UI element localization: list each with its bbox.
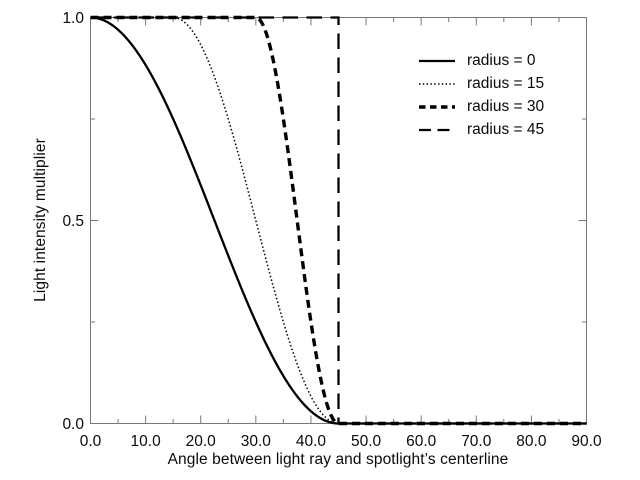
x-tick-label: 30.0 xyxy=(241,433,272,450)
x-tick-label: 70.0 xyxy=(461,433,492,450)
legend-item-radius-15: radius = 15 xyxy=(418,72,544,95)
legend-line-sample-long-dash-icon xyxy=(419,128,455,131)
y-tick-label: 1.0 xyxy=(62,10,84,27)
legend-item-radius-0: radius = 0 xyxy=(418,49,544,72)
legend-item-radius-45: radius = 45 xyxy=(418,118,544,141)
x-tick-label: 40.0 xyxy=(296,433,327,450)
legend-line-sample-solid-icon xyxy=(419,59,455,62)
x-tick-label: 60.0 xyxy=(406,433,437,450)
x-tick-label: 10.0 xyxy=(131,433,162,450)
x-tick-label: 80.0 xyxy=(516,433,547,450)
x-axis-title: Angle between light ray and spotlight’s … xyxy=(167,451,509,468)
legend-label: radius = 45 xyxy=(467,120,545,138)
x-tick-label: 0.0 xyxy=(80,433,102,450)
y-tick-label: 0.5 xyxy=(62,213,84,230)
series-line-radius45 xyxy=(90,16,587,425)
y-tick-label: 0.0 xyxy=(62,416,84,433)
legend: radius = 0 radius = 15 radius = 30 radiu… xyxy=(418,49,544,141)
legend-item-radius-30: radius = 30 xyxy=(418,95,544,118)
legend-label: radius = 0 xyxy=(467,51,536,69)
legend-label: radius = 15 xyxy=(467,74,545,92)
legend-label: radius = 30 xyxy=(467,97,545,115)
legend-line-sample-dotted-icon xyxy=(419,82,455,85)
x-tick-label: 50.0 xyxy=(351,433,382,450)
x-tick-label: 90.0 xyxy=(571,433,602,450)
x-tick-label: 20.0 xyxy=(186,433,217,450)
legend-line-sample-short-dash-icon xyxy=(419,104,455,109)
y-axis-title: Light intensity multiplier xyxy=(32,138,49,302)
